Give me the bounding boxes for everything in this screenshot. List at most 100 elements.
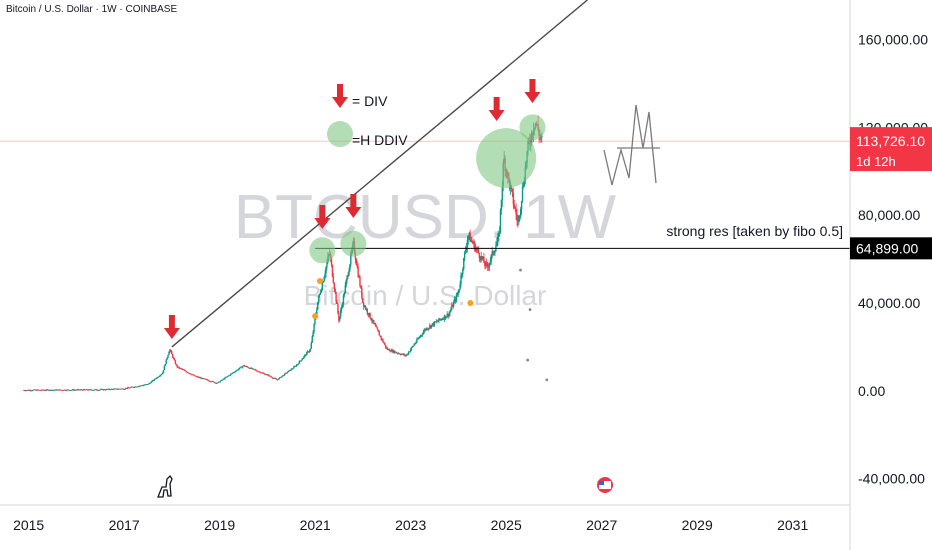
candle-body	[305, 354, 307, 356]
x-tick-label: 2021	[300, 517, 331, 533]
price-tags-layer: 113,726.10 1d 12h 64,899.00	[850, 127, 932, 260]
candle-body	[237, 369, 239, 371]
candle-body	[425, 328, 427, 331]
candle-body	[409, 349, 412, 352]
candle-body	[94, 389, 97, 391]
candle-body	[72, 389, 75, 391]
candle-body	[304, 354, 306, 357]
candle-body	[143, 384, 145, 386]
candle-body	[515, 208, 517, 215]
candle-body	[376, 327, 379, 330]
candle-body	[521, 186, 524, 202]
candle-body	[382, 339, 384, 343]
candle-body	[384, 343, 386, 345]
candle-body	[51, 390, 54, 391]
candle-body	[68, 389, 70, 391]
candle-body	[236, 369, 238, 371]
candle-body	[348, 270, 350, 276]
candle-body	[359, 277, 361, 287]
candle-body	[189, 373, 191, 375]
candle-body	[491, 251, 493, 255]
candle-body	[298, 361, 301, 364]
candle-body	[277, 379, 279, 381]
div-arrow	[314, 205, 331, 229]
candle-body	[284, 372, 287, 374]
candle-body	[36, 389, 38, 391]
candle-body	[38, 389, 41, 391]
candle-body	[193, 375, 196, 377]
candle-body	[235, 370, 237, 372]
candle-body	[197, 376, 200, 378]
candle-body	[260, 372, 262, 374]
candle-body	[251, 368, 254, 370]
candle-body	[517, 220, 519, 223]
candle-body	[389, 350, 391, 352]
candle-body	[285, 372, 288, 374]
candle-body	[448, 313, 450, 317]
candle-body	[145, 384, 147, 386]
candle-body	[364, 306, 367, 310]
candle-body	[340, 306, 343, 311]
candle-body	[192, 374, 194, 376]
candle-body	[467, 235, 470, 240]
candle-body	[162, 370, 165, 373]
candle-body	[487, 266, 490, 268]
candle-body	[244, 366, 246, 367]
candle-body	[373, 320, 375, 324]
watermark-symbol: BTCUSD, 1W	[234, 183, 617, 252]
candle-body	[159, 375, 161, 377]
candle-body	[179, 368, 181, 369]
candle-body	[64, 389, 66, 391]
candle-body	[254, 369, 256, 371]
candle-body	[210, 381, 212, 383]
candle-body	[430, 324, 433, 328]
marker-dot	[526, 358, 530, 362]
candle-body	[270, 376, 272, 378]
candle-body	[100, 389, 102, 391]
candle-body	[95, 389, 98, 391]
candle-body	[363, 306, 366, 307]
div-arrow	[488, 97, 505, 121]
candle-body	[239, 366, 242, 368]
candle-body	[98, 389, 100, 391]
candle-body	[415, 342, 417, 344]
candle-body	[407, 353, 409, 355]
candle-body	[148, 382, 151, 384]
candle-body	[194, 375, 197, 377]
candle-body	[316, 309, 318, 315]
trendline	[171, 0, 588, 348]
candle-body	[233, 372, 235, 373]
candle-body	[132, 386, 134, 388]
candle-body	[126, 388, 128, 389]
candle-body	[449, 311, 451, 314]
candle-body	[196, 376, 199, 378]
candle-body	[193, 374, 195, 376]
candle-body	[91, 389, 93, 391]
candle-body	[377, 329, 380, 332]
candle-body	[125, 388, 127, 389]
candle-body	[429, 325, 432, 328]
candle-body	[300, 360, 302, 362]
candle-body	[115, 388, 117, 390]
x-tick-label: 2029	[682, 517, 713, 533]
candle-body	[426, 328, 428, 330]
candle-body	[28, 390, 31, 391]
candle-body	[54, 389, 56, 391]
arrow-shaft	[493, 97, 500, 110]
candle-body	[291, 368, 293, 370]
candle-body	[490, 254, 493, 261]
candle-body	[70, 389, 73, 391]
candle-body	[330, 258, 333, 265]
candle-body	[176, 365, 178, 368]
candle-body	[460, 275, 462, 285]
candle-body	[283, 373, 286, 376]
candle-body	[474, 242, 476, 251]
candle-body	[164, 364, 166, 366]
candle-body	[262, 372, 265, 374]
candle-body	[264, 374, 267, 376]
candle-body	[422, 331, 425, 335]
candle-body	[70, 390, 72, 391]
candle-body	[293, 366, 295, 369]
candle-body	[344, 285, 346, 294]
